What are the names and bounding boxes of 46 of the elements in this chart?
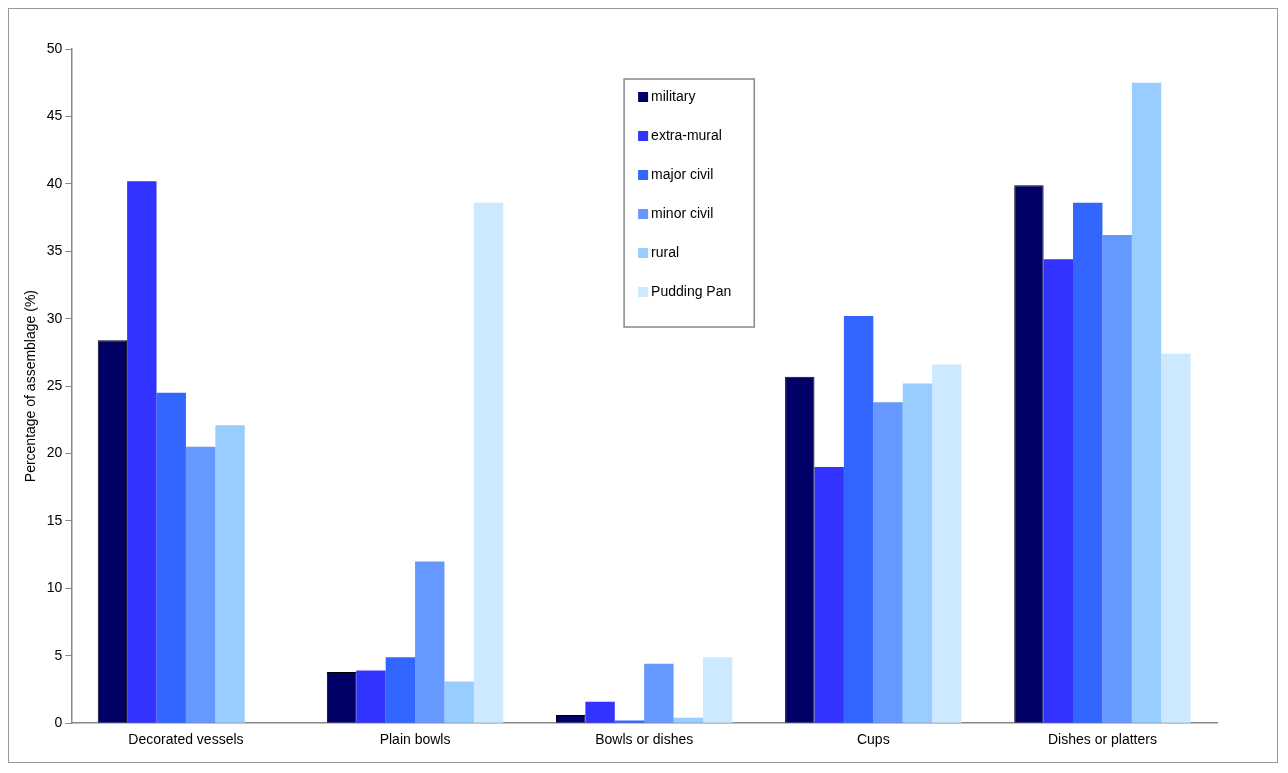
bar [1043,259,1074,723]
bar [902,383,933,723]
x-tick-label: Plain bowls [379,731,451,748]
legend-label: major civil [651,165,714,182]
y-axis-title: Percentage of assemblage (%) [22,289,39,483]
bar [156,392,186,723]
bar [873,402,903,723]
bar [585,701,615,723]
bar [703,657,733,723]
bar [444,681,474,723]
legend-label: military [651,87,696,104]
x-tick-label: Dishes or platters [1047,731,1157,748]
bar [843,315,874,723]
legend-label: Pudding Pan [651,282,732,299]
bar [814,467,844,723]
x-tick-label: Cups [856,731,890,748]
y-tick-label: 10 [46,579,63,596]
y-tick-label: 30 [46,309,63,326]
bar [673,717,703,723]
bar [215,425,245,723]
legend-label: rural [651,243,680,260]
y-tick-label: 0 [54,714,63,731]
bar [644,663,674,723]
bar [932,364,962,723]
y-tick-label: 25 [46,376,63,393]
bar [1131,82,1162,723]
bar [1161,353,1191,723]
bar [127,181,157,723]
legend-label: extra-mural [651,126,722,143]
legend-label: minor civil [651,204,714,221]
bar [356,670,386,723]
bar [415,561,445,723]
bar [473,202,504,723]
bar [185,446,216,723]
bar [385,657,416,723]
y-tick-label: 40 [46,174,63,191]
x-tick-label: Decorated vessels [128,731,244,748]
bar [1102,235,1132,723]
y-tick-label: 15 [46,511,63,528]
bar [1073,202,1103,723]
y-tick-label: 45 [46,107,63,124]
y-tick-label: 20 [46,444,63,461]
y-tick-label: 50 [46,39,63,56]
y-tick-label: 5 [54,646,63,663]
x-tick-label: Bowls or dishes [595,731,694,748]
y-tick-label: 35 [46,242,63,259]
